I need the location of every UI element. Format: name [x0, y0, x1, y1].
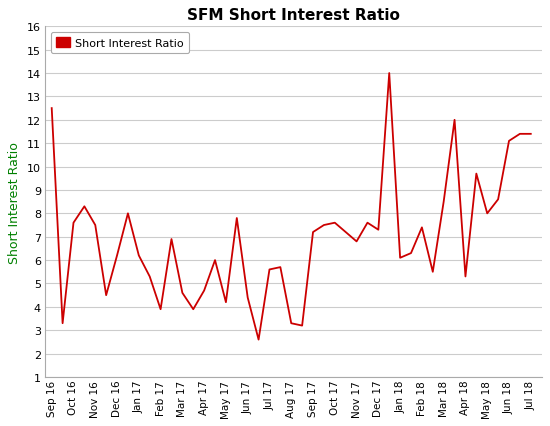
- Title: SFM Short Interest Ratio: SFM Short Interest Ratio: [187, 9, 400, 23]
- Legend: Short Interest Ratio: Short Interest Ratio: [51, 33, 189, 54]
- Y-axis label: Short Interest Ratio: Short Interest Ratio: [8, 141, 21, 263]
